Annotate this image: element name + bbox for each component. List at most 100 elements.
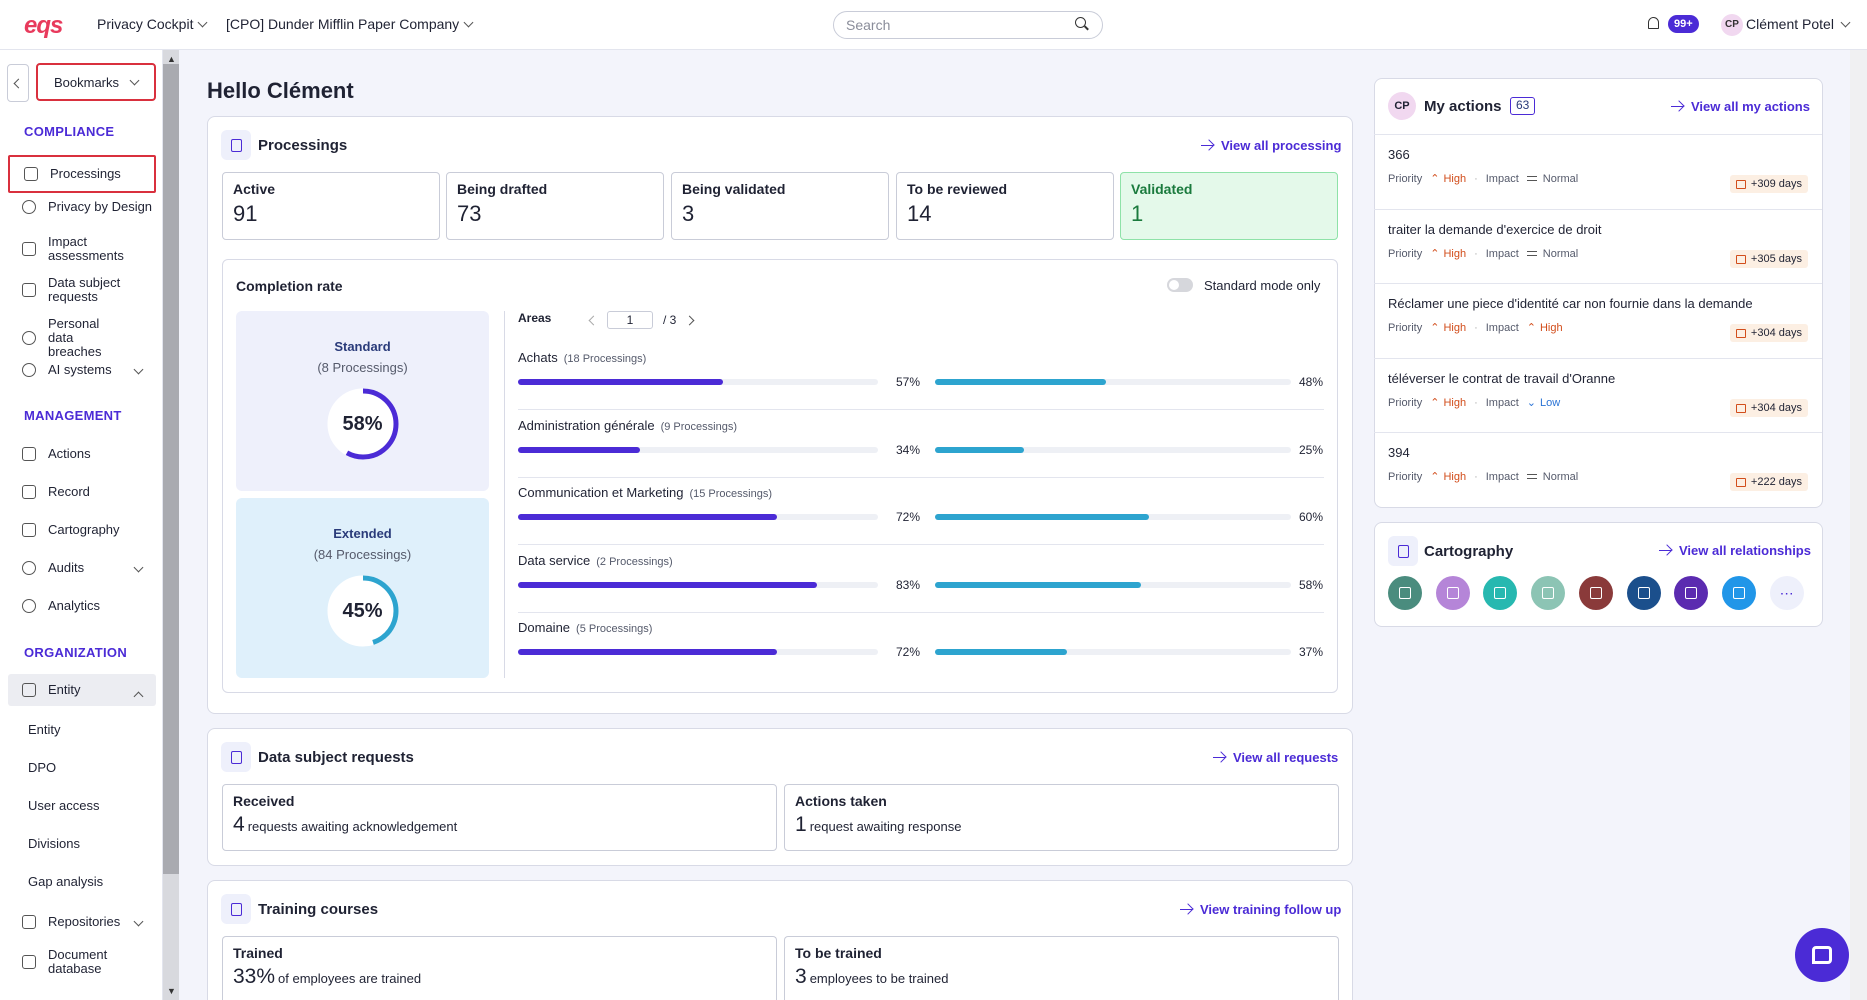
to-be-trained-card[interactable]: To be trained 3 employees to be trained [784, 936, 1339, 1000]
prev-page-icon[interactable] [588, 315, 599, 325]
sidebar-item-label: Entity [28, 722, 61, 737]
icon-glyph [1637, 587, 1650, 599]
view-training-link[interactable]: View training follow up [1180, 902, 1341, 917]
sidebar-item-entity[interactable]: Entity [8, 723, 156, 737]
chevron-down-icon [133, 562, 144, 573]
sidebar-item-audits[interactable]: Audits [8, 561, 156, 575]
action-item[interactable]: Réclamer une piece d'identité car non fo… [1374, 283, 1822, 357]
area-row[interactable]: Domaine (5 Processings) 72% 37% [518, 620, 1324, 680]
bank-icon[interactable] [1674, 576, 1709, 610]
app-selector[interactable]: Privacy Cockpit [97, 16, 208, 32]
extended-completion-box: Extended (84 Processings) 45% [236, 498, 489, 678]
sidebar-item-ai-systems[interactable]: AI systems [8, 363, 156, 377]
sidebar-item-user-access[interactable]: User access [8, 799, 156, 813]
area-row[interactable]: Communication et Marketing (15 Processing… [518, 485, 1324, 545]
sidebar-item-document-database[interactable]: Document database [8, 948, 128, 976]
sidebar-item-data-subject-requests[interactable]: Data subject requests [8, 276, 128, 304]
view-all-requests-link[interactable]: View all requests [1213, 750, 1338, 765]
view-all-relationships-link[interactable]: View all relationships [1659, 543, 1811, 558]
sidebar-item-impact-assessments[interactable]: Impact assessments [8, 235, 128, 263]
stat-to-be-reviewed[interactable]: To be reviewed 14 [896, 172, 1114, 240]
page-input[interactable]: 1 [607, 311, 653, 329]
sidebar-item-divisions[interactable]: Divisions [8, 837, 156, 851]
extended-progress-bar [935, 649, 1291, 655]
eqs-logo[interactable]: eqs [24, 12, 63, 39]
stat-being-drafted[interactable]: Being drafted 73 [446, 172, 664, 240]
due-days-badge: +305 days [1729, 250, 1808, 268]
standard-mode-toggle[interactable] [1167, 278, 1193, 292]
document-icon[interactable] [1483, 576, 1518, 610]
next-page-icon[interactable] [684, 315, 695, 325]
sidebar-item-dpo[interactable]: DPO [8, 761, 156, 775]
trained-card[interactable]: Trained 33% of employees are trained [222, 936, 777, 1000]
sidebar-item-entity-group[interactable]: Entity [8, 674, 156, 706]
separator: · [1474, 247, 1478, 260]
area-name: Achats (18 Processings) [518, 350, 647, 365]
view-all-my-actions-link[interactable]: View all my actions [1671, 99, 1810, 114]
action-meta: Priority ⌃ High · Impact ⌄ Low [1388, 396, 1808, 410]
scroll-up-icon[interactable]: ▲ [167, 54, 176, 64]
action-item[interactable]: 394 Priority ⌃ High · Impact Normal +222 days [1374, 432, 1822, 506]
area-row[interactable]: Achats (18 Processings) 57% 48% [518, 350, 1324, 410]
collapse-sidebar-button[interactable] [7, 64, 29, 102]
standard-percent: 72% [896, 510, 921, 524]
list-icon[interactable] [1388, 576, 1422, 610]
link-label: View all processing [1221, 138, 1342, 153]
extended-progress-fill [935, 649, 1067, 655]
bell-icon[interactable] [1648, 17, 1659, 29]
standard-ring: 58% [326, 387, 400, 461]
notifications-badge[interactable]: 99+ [1668, 15, 1699, 33]
chevrons-up-icon: ⌃ [1430, 248, 1440, 260]
sidebar-item-personal-data-breaches[interactable]: Personal data breaches [8, 317, 128, 359]
table-icon [22, 485, 36, 499]
chat-icon [22, 283, 36, 297]
scroll-down-icon[interactable]: ▼ [167, 986, 176, 996]
stat-label: Being drafted [457, 181, 548, 197]
standard-percent: 57% [896, 375, 921, 389]
standard-percent: 72% [896, 645, 921, 659]
action-title: 366 [1388, 147, 1410, 162]
help-chat-button[interactable] [1795, 928, 1849, 982]
sidebar-item-processings[interactable]: Processings [8, 155, 156, 193]
sidebar-item-privacy-by-design[interactable]: Privacy by Design [8, 200, 156, 214]
search-input[interactable] [833, 11, 1103, 39]
action-item[interactable]: 366 Priority ⌃ High · Impact Normal +309 days [1374, 134, 1822, 208]
shield-icon[interactable] [1435, 576, 1470, 610]
search-icon[interactable] [1075, 17, 1086, 28]
sidebar-item-label: Analytics [48, 598, 101, 613]
chat-bubble-icon [1812, 946, 1832, 964]
sidebar-item-cartography[interactable]: Cartography [8, 523, 156, 537]
icon-glyph [1542, 587, 1555, 599]
area-row[interactable]: Data service (2 Processings) 83% 58% [518, 553, 1324, 613]
sidebar-item-gap-analysis[interactable]: Gap analysis [8, 875, 156, 889]
bookmarks-dropdown[interactable]: Bookmarks [36, 63, 156, 101]
action-item[interactable]: téléverser le contrat de travail d'Orann… [1374, 358, 1822, 432]
stat-validated[interactable]: Validated 1 [1120, 172, 1338, 240]
area-count: (18 Processings) [563, 353, 647, 365]
view-all-processing-link[interactable]: View all processing [1201, 138, 1341, 153]
app-selector-label: Privacy Cockpit [97, 16, 194, 32]
page-scrollbar[interactable] [1850, 50, 1867, 1000]
window-icon[interactable] [1721, 576, 1756, 610]
more-icon[interactable]: ⋯ [1769, 576, 1804, 610]
dsr-actions-card[interactable]: Actions taken 1 request awaiting response [784, 784, 1339, 851]
user-menu[interactable]: Clément Potel [1746, 16, 1851, 32]
people-icon[interactable] [1626, 576, 1661, 610]
user-avatar[interactable]: CP [1721, 14, 1743, 36]
stat-active[interactable]: Active 91 [222, 172, 440, 240]
area-row[interactable]: Administration générale (9 Processings) 34… [518, 418, 1324, 478]
sidebar-item-actions[interactable]: Actions [8, 447, 156, 461]
sidebar-item-analytics[interactable]: Analytics [8, 599, 156, 613]
company-selector[interactable]: [CPO] Dunder Mifflin Paper Company [226, 16, 474, 32]
dsr-received-card[interactable]: Received 4 requests awaiting acknowledgem… [222, 784, 777, 851]
stat-being-validated[interactable]: Being validated 3 [671, 172, 889, 240]
due-days-badge: +222 days [1729, 473, 1808, 491]
sidebar-item-record[interactable]: Record [8, 485, 156, 499]
extended-progress-fill [935, 514, 1149, 520]
list-icon [22, 447, 36, 461]
action-item[interactable]: traiter la demande d'exercice de droit Pr… [1374, 209, 1822, 283]
sidebar-item-repositories[interactable]: Repositories [8, 915, 156, 929]
database-icon[interactable] [1531, 576, 1566, 610]
report-icon[interactable] [1578, 576, 1613, 610]
sidebar-scrollbar-thumb[interactable] [163, 64, 179, 874]
